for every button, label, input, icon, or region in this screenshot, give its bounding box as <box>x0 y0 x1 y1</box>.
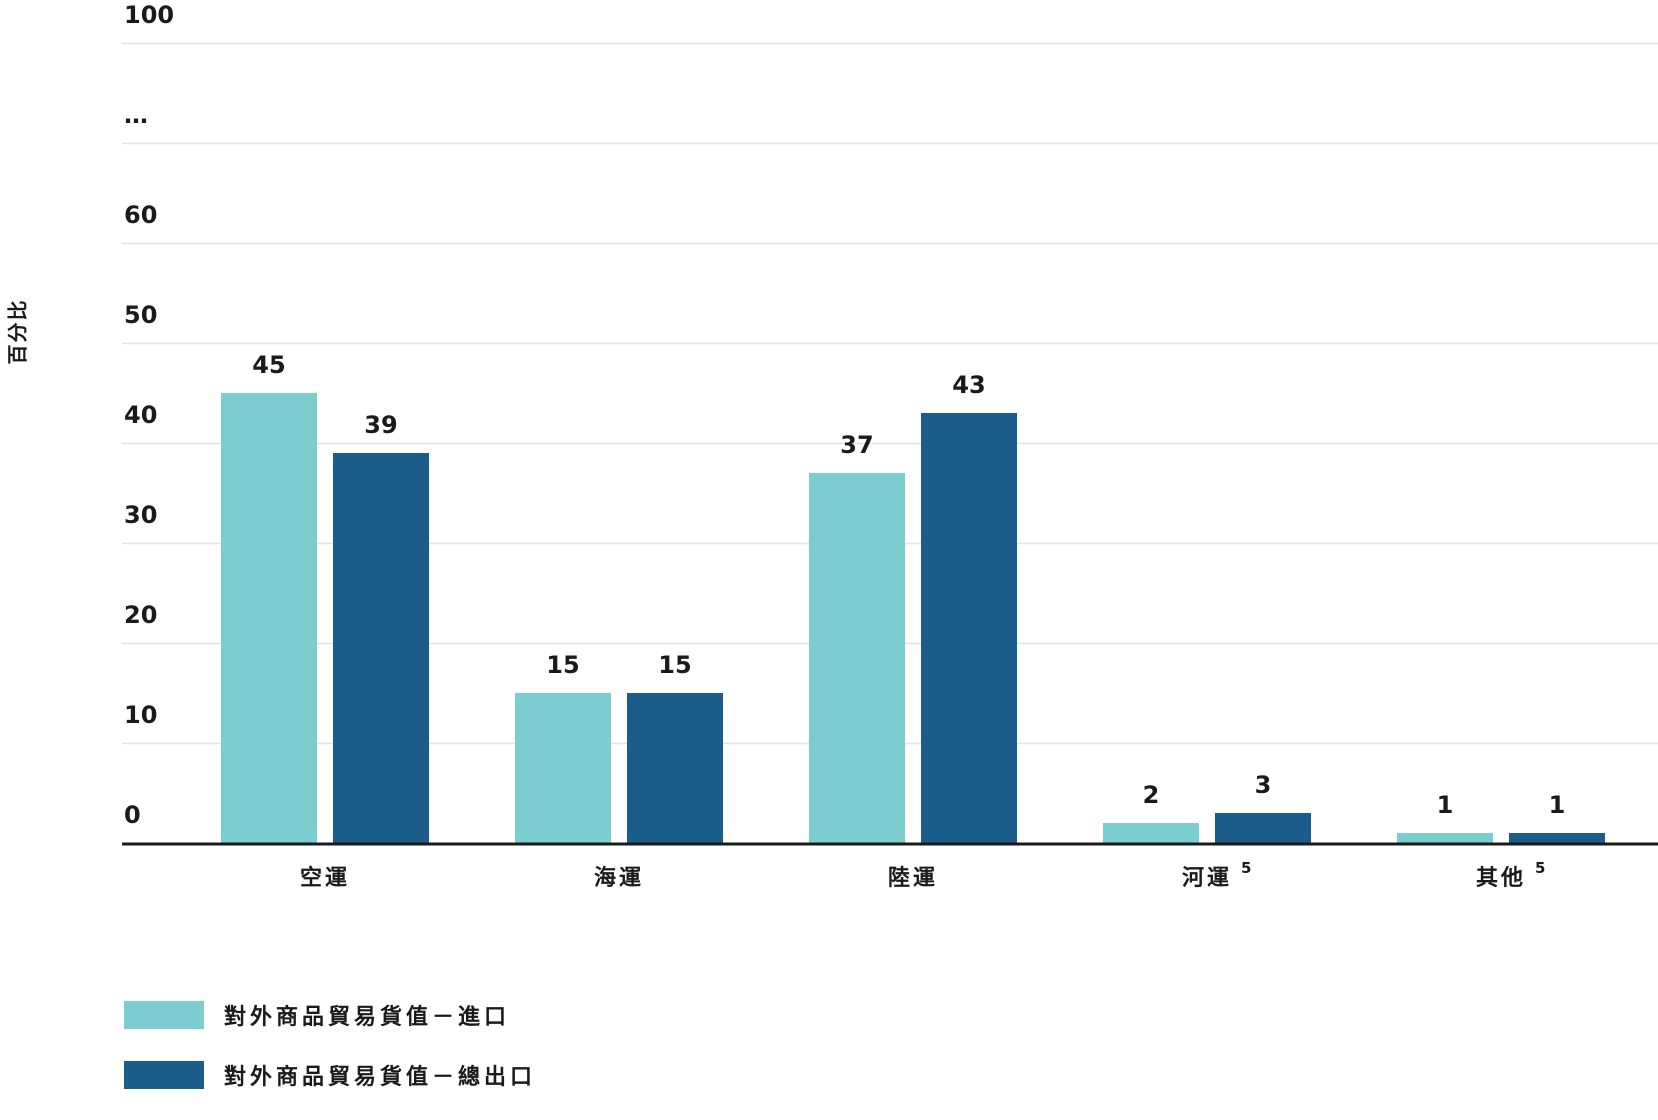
data-label: 2 <box>1143 781 1160 809</box>
x-tick-label: 海運 <box>594 865 644 891</box>
footnote-marker: 5 <box>1535 859 1545 877</box>
legend-label-imports: 對外商品貿易貨值－進口 <box>224 1005 511 1030</box>
data-label: 3 <box>1255 771 1272 799</box>
data-label: 15 <box>546 651 579 679</box>
bar <box>1215 813 1311 843</box>
bar <box>1509 833 1605 843</box>
data-label: 39 <box>364 411 397 439</box>
bar <box>627 693 723 843</box>
data-label: 15 <box>658 651 691 679</box>
legend: 對外商品貿易貨值－進口 對外商品貿易貨值－總出口 <box>124 1000 536 1120</box>
y-axis-label: 百分比 <box>5 298 30 365</box>
y-tick-label: 60 <box>124 201 157 229</box>
y-tick-label: 10 <box>124 701 157 729</box>
data-label: 43 <box>952 371 985 399</box>
legend-item-imports: 對外商品貿易貨值－進口 <box>124 1000 536 1030</box>
data-label: 45 <box>252 351 285 379</box>
legend-swatch-imports <box>124 1001 204 1029</box>
bar <box>921 413 1017 843</box>
bar <box>1397 833 1493 843</box>
legend-item-exports: 對外商品貿易貨值－總出口 <box>124 1060 536 1090</box>
x-tick-label: 其他 <box>1476 866 1526 891</box>
legend-label-exports: 對外商品貿易貨值－總出口 <box>224 1065 537 1090</box>
y-tick-label: 20 <box>124 601 157 629</box>
data-label: 1 <box>1437 791 1454 819</box>
bar <box>809 473 905 843</box>
data-label: 37 <box>840 431 873 459</box>
bar <box>515 693 611 843</box>
y-tick-label: 100 <box>124 1 174 29</box>
x-tick-label: 空運 <box>300 865 350 891</box>
y-tick-label: 0 <box>124 801 141 829</box>
y-tick-label: … <box>124 101 148 129</box>
bar <box>1103 823 1199 843</box>
legend-swatch-exports <box>124 1061 204 1089</box>
x-tick-label: 陸運 <box>888 865 938 891</box>
y-tick-label: 40 <box>124 401 157 429</box>
y-tick-label: 50 <box>124 301 157 329</box>
bar <box>333 453 429 843</box>
bar <box>221 393 317 843</box>
x-tick-label: 河運 <box>1182 866 1232 891</box>
y-tick-label: 30 <box>124 501 157 529</box>
footnote-marker: 5 <box>1241 859 1251 877</box>
data-label: 1 <box>1549 791 1566 819</box>
